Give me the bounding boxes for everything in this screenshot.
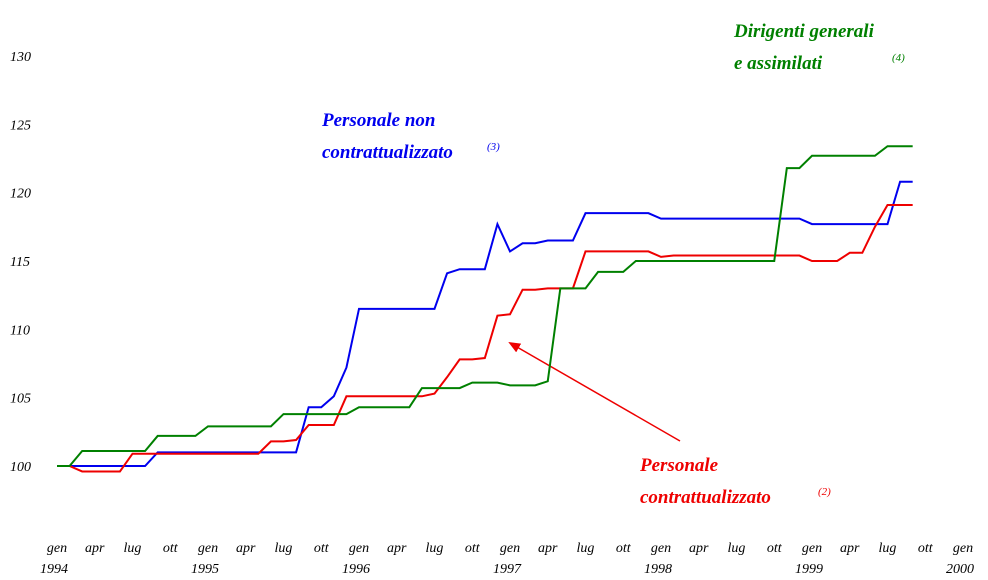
series-line <box>57 180 913 467</box>
series-label: Personale <box>639 455 719 476</box>
series-note: (2) <box>818 486 831 498</box>
x-tick-label: ott <box>314 541 330 556</box>
x-tick-label: gen <box>198 541 218 556</box>
y-tick-label: 120 <box>10 187 31 202</box>
x-tick-label: gen <box>500 541 520 556</box>
x-tick-label: lug <box>577 541 595 556</box>
x-year-label: 1995 <box>191 562 219 577</box>
x-tick-label: gen <box>349 541 369 556</box>
y-tick-label: 110 <box>10 323 30 338</box>
x-tick-label: gen <box>47 541 67 556</box>
x-year-label: 1994 <box>40 562 68 577</box>
y-tick-label: 100 <box>10 460 31 475</box>
y-tick-label: 105 <box>10 392 31 407</box>
series-label: Personale non <box>321 110 436 131</box>
x-tick-label: gen <box>953 541 973 556</box>
x-tick-label: ott <box>163 541 179 556</box>
x-tick-label: apr <box>236 541 256 556</box>
x-tick-label: apr <box>840 541 860 556</box>
x-tick-label: lug <box>124 541 142 556</box>
series-label: contrattualizzato <box>640 487 771 508</box>
x-year-label: 1997 <box>493 562 522 577</box>
x-year-label: 1996 <box>342 562 370 577</box>
x-year-label: 1999 <box>795 562 823 577</box>
x-tick-label: lug <box>728 541 746 556</box>
x-tick-label: ott <box>918 541 934 556</box>
x-tick-label: lug <box>879 541 897 556</box>
series-note: (4) <box>892 52 905 64</box>
x-tick-label: ott <box>767 541 783 556</box>
series-label: e assimilati <box>734 53 823 74</box>
annotation-arrow <box>508 342 681 442</box>
x-tick-label: apr <box>689 541 709 556</box>
y-tick-label: 115 <box>10 255 30 270</box>
x-tick-label: ott <box>465 541 481 556</box>
y-tick-label: 130 <box>10 50 31 65</box>
series-label: contrattualizzato <box>322 142 453 163</box>
x-year-label: 2000 <box>946 562 974 577</box>
x-tick-label: lug <box>275 541 293 556</box>
series-label: Dirigenti generali <box>733 21 875 42</box>
x-tick-label: lug <box>426 541 444 556</box>
x-year-label: 1998 <box>644 562 672 577</box>
x-tick-label: ott <box>616 541 632 556</box>
series-line <box>57 203 913 473</box>
x-tick-label: apr <box>85 541 105 556</box>
series-line <box>57 145 913 467</box>
x-tick-label: apr <box>387 541 407 556</box>
x-tick-label: apr <box>538 541 558 556</box>
y-tick-label: 125 <box>10 118 31 133</box>
series-note: (3) <box>487 141 500 153</box>
x-tick-label: gen <box>802 541 822 556</box>
x-tick-label: gen <box>651 541 671 556</box>
